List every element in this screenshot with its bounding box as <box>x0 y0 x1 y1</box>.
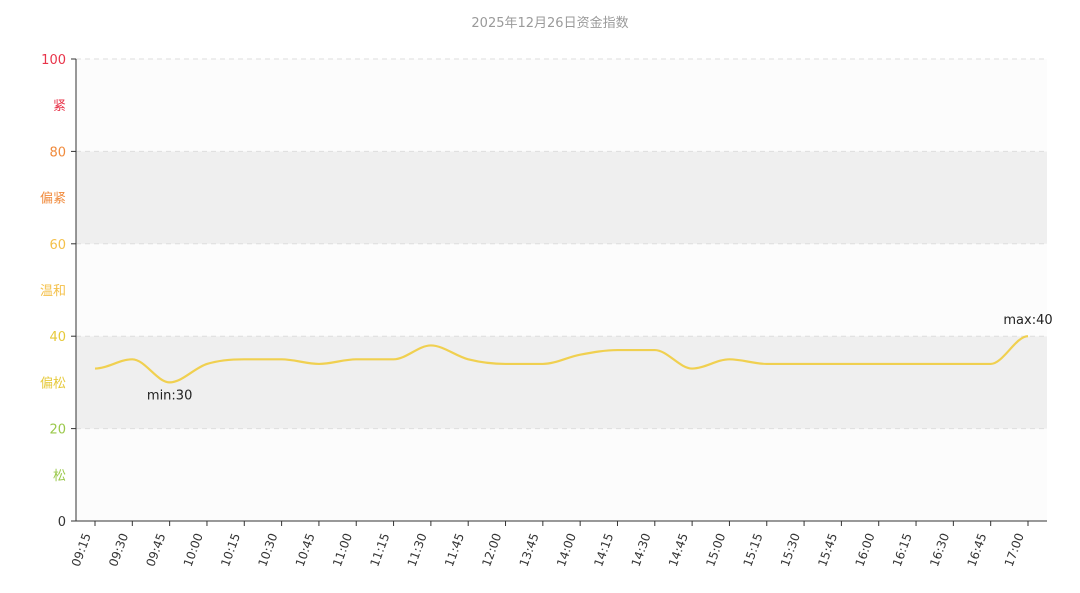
zone-label-1: 偏松 <box>40 376 66 391</box>
zone-band-0 <box>76 428 1047 521</box>
chart-title: 2025年12月26日资金指数 <box>471 15 628 31</box>
xtick-label-15: 14:30 <box>629 531 654 568</box>
ytick-label-0: 0 <box>58 515 66 530</box>
xtick-label-20: 15:45 <box>815 531 840 568</box>
annotation-0: min:30 <box>147 388 192 403</box>
xtick-label-7: 11:00 <box>330 531 355 568</box>
xtick-label-23: 16:30 <box>927 531 952 568</box>
xtick-label-14: 14:15 <box>591 531 616 568</box>
xtick-label-13: 14:00 <box>554 531 579 568</box>
zone-label-2: 温和 <box>40 284 66 299</box>
ytick-label-1: 20 <box>49 423 66 438</box>
zone-band-2 <box>76 243 1047 337</box>
xtick-label-19: 15:30 <box>778 531 803 568</box>
xtick-label-4: 10:15 <box>218 531 243 568</box>
zone-bands <box>76 59 1047 521</box>
xtick-label-16: 14:45 <box>666 531 691 568</box>
xtick-label-22: 16:15 <box>890 531 915 568</box>
series-line-layer <box>94 335 1029 384</box>
xtick-label-12: 13:45 <box>517 531 542 568</box>
xtick-label-24: 16:45 <box>965 531 990 568</box>
zone-band-4 <box>76 59 1047 152</box>
xtick-label-0: 09:15 <box>69 531 94 568</box>
xtick-label-11: 12:00 <box>479 531 504 568</box>
xtick-label-17: 15:00 <box>703 531 728 568</box>
zone-label-4: 紧 <box>53 99 66 114</box>
axes <box>71 58 1047 526</box>
zone-band-3 <box>76 151 1047 244</box>
ytick-label-4: 80 <box>49 145 66 160</box>
xtick-label-25: 17:00 <box>1002 531 1027 568</box>
xtick-label-6: 10:45 <box>293 531 318 568</box>
xtick-label-1: 09:30 <box>106 531 131 568</box>
ytick-label-3: 60 <box>49 238 66 253</box>
series-line <box>94 335 1029 384</box>
xtick-label-8: 11:15 <box>367 531 392 568</box>
xtick-label-9: 11:30 <box>405 531 430 568</box>
annotation-1: max:40 <box>1003 313 1052 328</box>
xtick-label-3: 10:00 <box>181 531 206 568</box>
xtick-label-2: 09:45 <box>143 531 168 568</box>
xtick-label-10: 11:45 <box>442 531 467 568</box>
xtick-label-21: 16:00 <box>853 531 878 568</box>
xtick-label-18: 15:15 <box>741 531 766 568</box>
ytick-label-5: 100 <box>41 53 66 68</box>
ytick-label-2: 40 <box>49 330 66 345</box>
zone-band-1 <box>76 336 1047 429</box>
zone-label-0: 松 <box>53 469 66 484</box>
xtick-label-5: 10:30 <box>255 531 280 568</box>
zone-label-3: 偏紧 <box>40 192 66 207</box>
